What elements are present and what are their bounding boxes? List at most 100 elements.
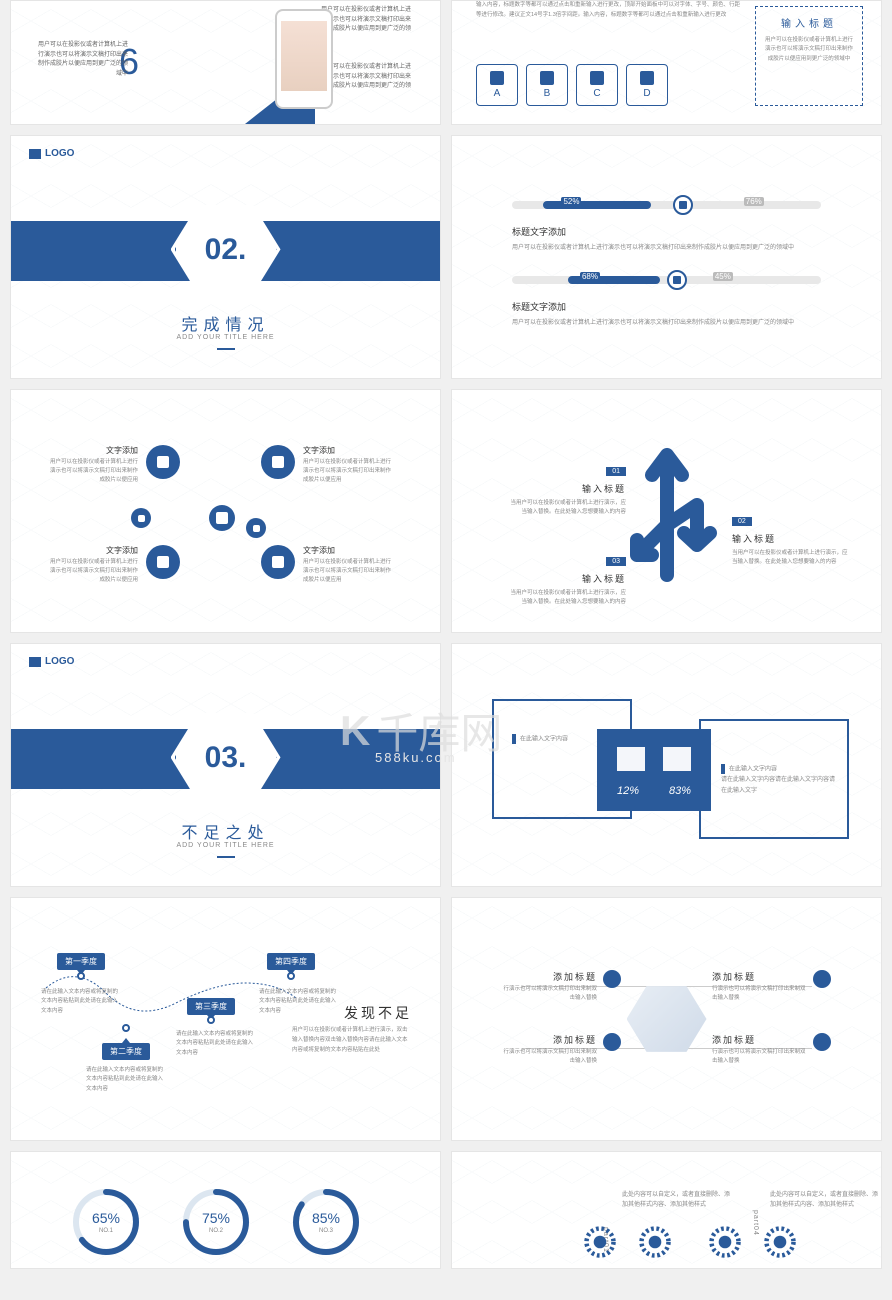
quad-tr-desc: 用户可以在投影仪或者计算机上进行演示也可以将演示文稿打印出来制作成胶片以便应用 xyxy=(303,458,393,484)
cx-tr: 添加标题行演示也可以将演示文稿打印出来制双击输入替换 xyxy=(712,970,831,1003)
section-subtitle: ADD YOUR TITLE HERE xyxy=(11,842,440,849)
slide-center-hex: 添加标题行演示也可以将演示文稿打印出来制双击输入替换 添加标题行演示也可以将演示… xyxy=(451,897,882,1141)
progress-1: 52% 76% 标题文字添加 用户可以在投影仪或者计算机上进行演示也可以将演示文… xyxy=(512,201,821,251)
para-q2: 请在此输入文本内容或将复制的文本内容粘贴到此处请在此输入文本内容 xyxy=(86,1066,166,1094)
cx-br-t: 添加标题 xyxy=(712,1033,807,1046)
cx-tl-t: 添加标题 xyxy=(502,970,597,983)
slide-timeline: 第一季度 请在此输入文本内容或将复制的文本内容粘贴到此处请在此输入文本内容 第二… xyxy=(10,897,441,1141)
gear-desc-1: 此处内容可以自定义，或者直接删除、添加其他样式内容、添加其他样式 xyxy=(622,1190,732,1210)
side-box-title: 输入标题 xyxy=(764,15,854,30)
gear-3-icon xyxy=(707,1224,743,1260)
donut-1: 65%NO.1 xyxy=(71,1187,141,1257)
logo: LOGO xyxy=(29,148,74,159)
arrow-item-2: 02 输入标题 当用户可以在投影仪或者计算机上进行演示，应当输入替换。在此处输入… xyxy=(732,510,852,568)
bag-icon xyxy=(603,970,621,988)
abcd-row: A B C D xyxy=(476,64,668,106)
pbar2-title: 标题文字添加 xyxy=(512,300,821,313)
point-q1 xyxy=(77,972,85,980)
arr2-title: 输入标题 xyxy=(732,532,852,545)
slide-abcd-para: 输入内容，标题数字等都可以通过点击和重新输入进行更改，顶部开始面板中可以对字体、… xyxy=(476,1,741,21)
section-title: 完成情况 xyxy=(11,311,440,335)
slide-abcd: 输入内容，标题数字等都可以通过点击和重新输入进行更改，顶部开始面板中可以对字体、… xyxy=(451,0,882,125)
slide-quad-icons: 文字添加用户可以在投影仪或者计算机上进行演示也可以将演示文稿打印出来制作成胶片以… xyxy=(10,389,441,633)
point-q3 xyxy=(207,1016,215,1024)
logo-text: LOGO xyxy=(45,656,74,667)
gear-icon xyxy=(590,71,604,85)
cx-tl-d: 行演示也可以将演示文稿打印出来制双击输入替换 xyxy=(502,985,597,1003)
tag-02: 02 xyxy=(732,517,752,526)
quad-tr: 文字添加用户可以在投影仪或者计算机上进行演示也可以将演示文稿打印出来制作成胶片以… xyxy=(261,445,393,484)
pbar2-pct-b: 45% xyxy=(713,272,733,281)
slide-grid: 6 用户可以在投影仪或者计算机上进行演示也可以将演示文稿打印出来制作成胶片以便应… xyxy=(0,0,892,1279)
section-subtitle: ADD YOUR TITLE HERE xyxy=(11,334,440,341)
quad-tr-title: 文字添加 xyxy=(303,445,393,456)
box-c: C xyxy=(576,64,618,106)
quad-tl: 文字添加用户可以在投影仪或者计算机上进行演示也可以将演示文稿打印出来制作成胶片以… xyxy=(48,445,180,484)
store-icon xyxy=(813,1033,831,1051)
para-q3: 请在此输入文本内容或将复制的文本内容粘贴到此处请在此输入文本内容 xyxy=(176,1030,256,1058)
home-icon xyxy=(667,270,687,290)
flag-q2: 第二季度 xyxy=(102,1043,150,1060)
arr3-desc: 当用户可以在投影仪或者计算机上进行演示，应当输入替换。在此处输入您想要输入的内容 xyxy=(506,589,626,608)
quad-br: 文字添加用户可以在投影仪或者计算机上进行演示也可以将演示文稿打印出来制作成胶片以… xyxy=(261,545,393,584)
phone-icon xyxy=(261,545,295,579)
cx-bl: 添加标题行演示也可以将演示文稿打印出来制双击输入替换 xyxy=(502,1033,621,1066)
chart-icon xyxy=(813,970,831,988)
donut-2-no: NO.2 xyxy=(209,1228,223,1234)
arr3-title: 输入标题 xyxy=(506,572,626,585)
slide-phone-list: 6 用户可以在投影仪或者计算机上进行演示也可以将演示文稿打印出来制作成胶片以便应… xyxy=(10,0,441,125)
outline-left-title: 在此输入文字内容 xyxy=(512,734,568,745)
text-6: 用户可以在投影仪或者计算机上进行演示也可以将演示文稿打印出来制作成胶片以便应用到… xyxy=(33,41,128,79)
pbar2-pct-a: 68% xyxy=(580,272,600,281)
quad-bl: 文字添加用户可以在投影仪或者计算机上进行演示也可以将演示文稿打印出来制作成胶片以… xyxy=(48,545,180,584)
point-q4 xyxy=(287,972,295,980)
box-b: B xyxy=(526,64,568,106)
arr2-desc: 当用户可以在投影仪或者计算机上进行演示，应当输入替换。在此处输入您想要输入的内容 xyxy=(732,549,852,568)
slide-donuts: 65%NO.1 75% NO.2 85% NO.3 xyxy=(10,1151,441,1269)
box-a-label: A xyxy=(494,88,501,99)
share-icon xyxy=(131,508,151,528)
gear-4-icon xyxy=(762,1224,798,1260)
center-hex-image xyxy=(627,984,707,1054)
hex-num: 02. xyxy=(205,232,247,266)
atom-icon xyxy=(490,71,504,85)
home-icon xyxy=(673,195,693,215)
gear-2-icon xyxy=(637,1224,673,1260)
para-q4: 请在此输入文本内容或将复制的文本内容粘贴到此处请在此输入文本内容 xyxy=(259,988,339,1016)
pbar2-desc: 用户可以在投影仪或者计算机上进行演示也可以将演示文稿打印出来制作成胶片以便应用到… xyxy=(512,317,821,326)
box-d: D xyxy=(626,64,668,106)
monitor-icon xyxy=(146,545,180,579)
donut-3-pct: 85% xyxy=(312,1210,340,1226)
cx-tl: 添加标题行演示也可以将演示文稿打印出来制双击输入替换 xyxy=(502,970,621,1003)
arrow-graphic xyxy=(612,435,722,595)
section-title: 不足之处 xyxy=(11,819,440,843)
pbar1-pct-a: 52% xyxy=(561,197,581,206)
logo: LOGO xyxy=(29,656,74,667)
point-q2 xyxy=(122,1024,130,1032)
donut-2: 75% NO.2 xyxy=(181,1187,251,1257)
box-a: A xyxy=(476,64,518,106)
share-icon xyxy=(246,518,266,538)
section-underline xyxy=(217,856,235,858)
pin-icon xyxy=(146,445,180,479)
quad-br-desc: 用户可以在投影仪或者计算机上进行演示也可以将演示文稿打印出来制作成胶片以便应用 xyxy=(303,558,393,584)
flag-q4: 第四季度 xyxy=(267,953,315,970)
slide-progress: 52% 76% 标题文字添加 用户可以在投影仪或者计算机上进行演示也可以将演示文… xyxy=(451,135,882,379)
phone-illustration xyxy=(245,9,385,124)
donut-2-pct: 75% xyxy=(202,1210,230,1226)
section-underline xyxy=(217,348,235,350)
flag-q1: 第一季度 xyxy=(57,953,105,970)
pbar1-title: 标题文字添加 xyxy=(512,225,821,238)
quad-bl-title: 文字添加 xyxy=(48,545,138,556)
donut-3-no: NO.3 xyxy=(319,1228,333,1234)
slide-section-03: LOGO 03. 不足之处 ADD YOUR TITLE HERE xyxy=(10,643,441,887)
progress-2: 68% 45% 标题文字添加 用户可以在投影仪或者计算机上进行演示也可以将演示文… xyxy=(512,276,821,326)
part-04: part04 xyxy=(752,1210,759,1236)
side-box-text: 用户可以在投影仪或者计算机上进行演示也可以将演示文稿打印出来制作成胶片以便应用到… xyxy=(764,36,854,64)
tag-03: 03 xyxy=(606,557,626,566)
slide-section-02: LOGO 02. 完成情况 ADD YOUR TITLE HERE xyxy=(10,135,441,379)
database-icon xyxy=(261,445,295,479)
hex-badge: 02. xyxy=(171,202,281,297)
arrow-item-3: 03 输入标题 当用户可以在投影仪或者计算机上进行演示，应当输入替换。在此处输入… xyxy=(506,550,626,608)
slide-pct-boxes: 在此输入文字内容 在此输入文字内容请在此输入文字内容请在此输入文字内容请在此输入… xyxy=(451,643,882,887)
